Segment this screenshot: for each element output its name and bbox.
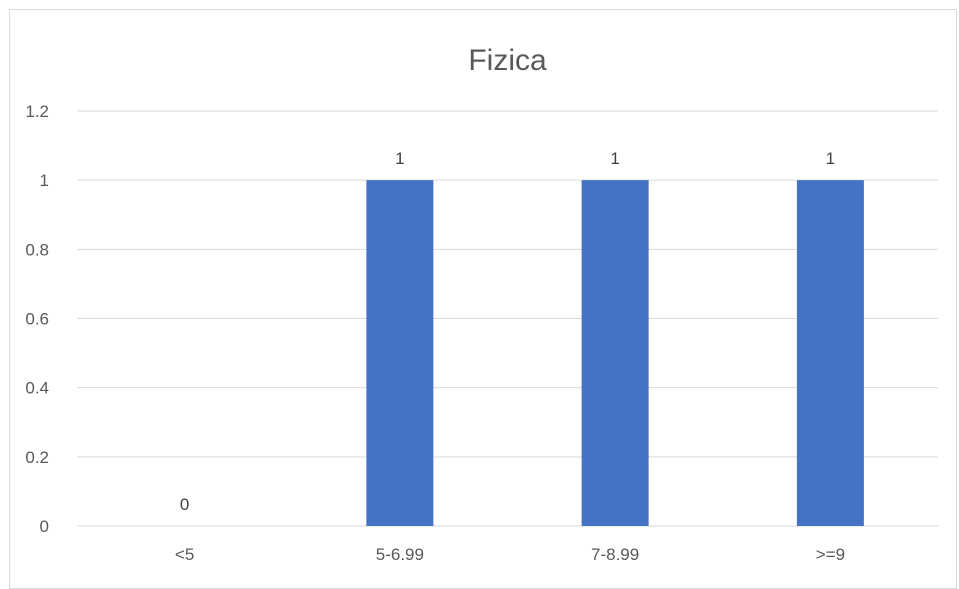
gridlines [77, 110, 938, 527]
data-label: 0 [180, 495, 189, 514]
x-tick-label: >=9 [816, 545, 845, 564]
x-axis-ticks: <5 5-6.99 7-8.99 >=9 [175, 545, 845, 564]
bars [366, 180, 864, 526]
bar [796, 180, 864, 526]
y-tick-label: 1.2 [25, 102, 49, 121]
y-tick-label: 0.4 [25, 379, 49, 398]
x-tick-label: <5 [175, 545, 194, 564]
chart-title: Fizica [468, 44, 547, 77]
bar [581, 180, 649, 526]
data-label: 1 [395, 149, 404, 168]
y-tick-label: 0.2 [25, 448, 49, 467]
x-tick-label: 7-8.99 [591, 545, 639, 564]
data-labels: 0 1 1 1 [180, 149, 835, 514]
y-tick-label: 0.6 [25, 310, 49, 329]
data-label: 1 [610, 149, 619, 168]
y-tick-label: 0 [40, 517, 49, 536]
x-tick-label: 5-6.99 [376, 545, 424, 564]
bar [366, 180, 434, 526]
y-tick-label: 0.8 [25, 240, 49, 259]
y-axis-ticks: 0 0.2 0.4 0.6 0.8 1 1.2 [25, 102, 49, 536]
y-tick-label: 1 [40, 171, 49, 190]
data-label: 1 [826, 149, 835, 168]
